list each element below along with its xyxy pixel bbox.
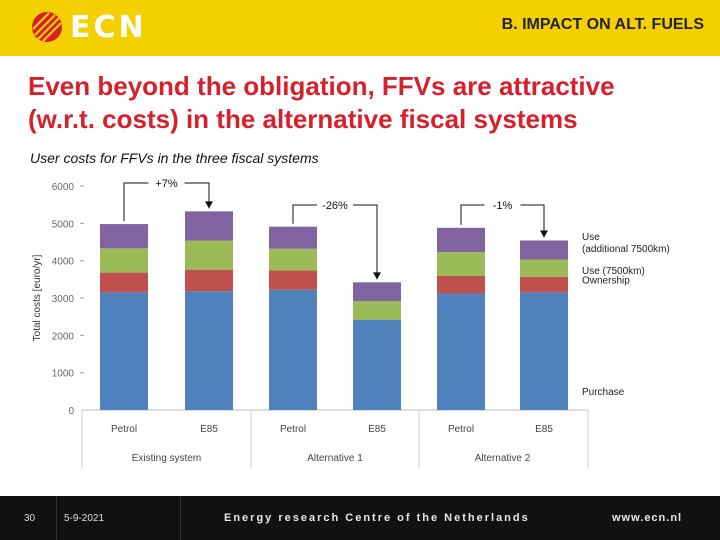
y-tick-label: 0 xyxy=(68,406,74,417)
bar-purchase xyxy=(100,292,148,410)
bar-use-additional-7500km xyxy=(185,211,233,241)
ecn-logo: ECN xyxy=(30,10,150,45)
legend-label-use-additional: (additional 7500km) xyxy=(582,244,670,255)
bar-use-additional-7500km xyxy=(437,227,485,253)
bar-purchase xyxy=(185,291,233,410)
bar-purchase xyxy=(520,292,568,410)
y-axis-label: Total costs [euro/yr] xyxy=(32,254,43,341)
footer-divider xyxy=(56,496,57,540)
page-number: 30 xyxy=(24,513,36,524)
annotation-label: -26% xyxy=(322,200,348,212)
annotation-label-bg xyxy=(484,198,521,212)
annotation-label-bg xyxy=(148,176,185,190)
annotation-label: -1% xyxy=(493,200,513,212)
footer-organization: Energy research Centre of the Netherland… xyxy=(224,512,530,524)
annotation-label: +7% xyxy=(155,178,178,190)
section-title: B. IMPACT ON ALT. FUELS xyxy=(501,16,704,33)
legend-label-purchase: Purchase xyxy=(582,387,625,398)
bar-ownership xyxy=(185,269,233,292)
y-tick-label: 3000 xyxy=(52,294,75,305)
bar-use-additional-7500km xyxy=(269,226,317,249)
bar-ownership xyxy=(269,270,317,290)
bar-use-7500km xyxy=(520,259,568,277)
group-label: Alternative 2 xyxy=(475,453,531,464)
bar-ownership xyxy=(100,272,148,293)
bar-use-7500km xyxy=(100,248,148,273)
x-tick-label: Petrol xyxy=(280,424,306,435)
annotation-arrowhead xyxy=(205,201,213,209)
annotation-arrowhead xyxy=(540,230,548,238)
bar-use-7500km xyxy=(185,240,233,270)
y-tick-label: 4000 xyxy=(52,257,75,268)
ecn-logo-text: ECN xyxy=(70,10,147,45)
legend-label-use-7500km: Use (7500km) xyxy=(582,266,645,277)
group-label: Alternative 1 xyxy=(307,453,363,464)
group-label: Existing system xyxy=(132,453,201,464)
bar-ownership xyxy=(437,275,485,294)
headline-line-2: (w.r.t. costs) in the alternative fiscal… xyxy=(28,104,578,134)
annotation-arrowhead xyxy=(373,272,381,280)
footer-date: 5-9-2021 xyxy=(64,513,105,524)
bar-purchase xyxy=(269,289,317,410)
bar-use-additional-7500km xyxy=(353,282,401,301)
y-tick-label: 5000 xyxy=(52,219,75,230)
header-bar: ECN B. IMPACT ON ALT. FUELS xyxy=(0,0,720,56)
y-tick-label: 2000 xyxy=(52,331,75,342)
footer-divider xyxy=(180,496,181,540)
stacked-bar-chart: Total costs [euro/yr] 0 1000 2000 3000 4000 50… xyxy=(32,176,670,468)
x-tick-label: Petrol xyxy=(111,424,137,435)
bar-use-additional-7500km xyxy=(520,240,568,260)
bar-purchase xyxy=(353,319,401,410)
x-tick-label: E85 xyxy=(535,424,553,435)
slide-subtitle: User costs for FFVs in the three fiscal … xyxy=(30,150,319,166)
annotation-label-bg xyxy=(317,198,353,212)
slide-headline: Even beyond the obligation, FFVs are att… xyxy=(28,70,708,136)
ecn-logo-icon xyxy=(32,12,62,42)
x-tick-label: E85 xyxy=(200,424,218,435)
headline-line-1: Even beyond the obligation, FFVs are att… xyxy=(28,71,615,101)
bar-use-7500km xyxy=(269,248,317,271)
legend-label-ownership: Ownership xyxy=(582,276,630,287)
footer-website: www.ecn.nl xyxy=(612,512,683,524)
bar-use-additional-7500km xyxy=(100,224,148,249)
x-tick-label: Petrol xyxy=(448,424,474,435)
y-tick-label: 6000 xyxy=(52,182,75,193)
bar-use-7500km xyxy=(437,252,485,276)
footer-bar: 30 5-9-2021 Energy research Centre of th… xyxy=(0,496,720,540)
bar-purchase xyxy=(437,293,485,410)
legend-label-use-additional: Use xyxy=(582,232,600,243)
bar-use-7500km xyxy=(353,300,401,320)
y-tick-label: 1000 xyxy=(52,369,75,380)
bar-ownership xyxy=(520,276,568,293)
x-tick-label: E85 xyxy=(368,424,386,435)
